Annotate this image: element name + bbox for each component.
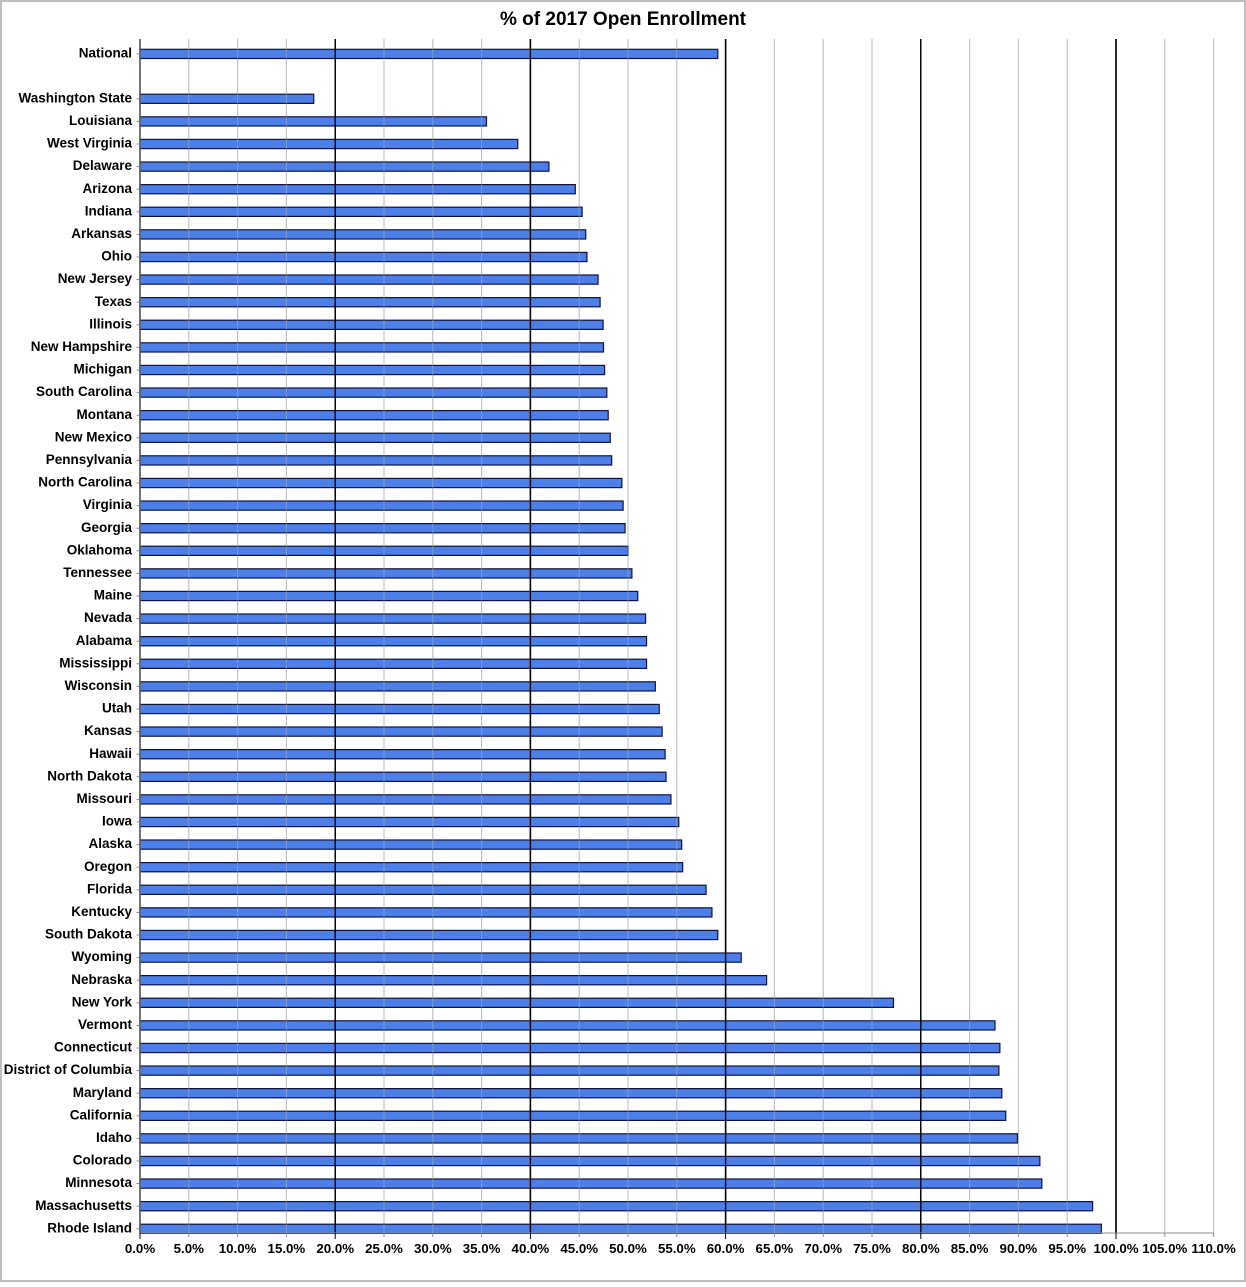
svg-text:55.0%: 55.0% (658, 1241, 696, 1256)
svg-text:Michigan: Michigan (73, 362, 132, 377)
svg-text:100.0%: 100.0% (1093, 1241, 1138, 1256)
svg-text:110.0%: 110.0% (1191, 1241, 1236, 1256)
svg-text:New Mexico: New Mexico (55, 429, 132, 444)
svg-text:Wisconsin: Wisconsin (65, 678, 132, 693)
svg-text:New York: New York (72, 994, 133, 1009)
svg-text:District of Columbia: District of Columbia (4, 1062, 133, 1077)
svg-text:10.0%: 10.0% (219, 1241, 257, 1256)
svg-text:Minnesota: Minnesota (65, 1175, 132, 1190)
svg-text:South Carolina: South Carolina (36, 384, 132, 399)
svg-text:20.0%: 20.0% (316, 1241, 354, 1256)
svg-text:0.0%: 0.0% (125, 1241, 155, 1256)
svg-text:Massachusetts: Massachusetts (35, 1198, 132, 1213)
svg-text:Missouri: Missouri (76, 791, 132, 806)
svg-text:Connecticut: Connecticut (54, 1040, 133, 1055)
svg-text:80.0%: 80.0% (902, 1241, 940, 1256)
svg-text:National: National (79, 45, 132, 60)
svg-text:85.0%: 85.0% (951, 1241, 989, 1256)
svg-text:North Carolina: North Carolina (38, 475, 132, 490)
svg-text:Oklahoma: Oklahoma (67, 542, 133, 557)
svg-text:Kentucky: Kentucky (71, 904, 132, 919)
svg-text:Pennsylvania: Pennsylvania (46, 452, 133, 467)
svg-text:Montana: Montana (77, 407, 133, 422)
svg-text:75.0%: 75.0% (853, 1241, 891, 1256)
svg-text:Alaska: Alaska (88, 836, 132, 851)
svg-text:Iowa: Iowa (102, 814, 132, 829)
svg-text:Virginia: Virginia (83, 497, 133, 512)
svg-text:New Hampshire: New Hampshire (31, 339, 133, 354)
svg-text:Louisiana: Louisiana (69, 113, 133, 128)
svg-text:Delaware: Delaware (73, 158, 133, 173)
svg-text:Arkansas: Arkansas (71, 226, 132, 241)
svg-text:Hawaii: Hawaii (89, 746, 132, 761)
svg-text:70.0%: 70.0% (804, 1241, 842, 1256)
svg-text:15.0%: 15.0% (268, 1241, 306, 1256)
svg-text:California: California (70, 1107, 133, 1122)
svg-text:Tennessee: Tennessee (63, 565, 132, 580)
svg-text:New Jersey: New Jersey (58, 271, 133, 286)
svg-text:Wyoming: Wyoming (72, 949, 133, 964)
svg-text:25.0%: 25.0% (365, 1241, 403, 1256)
svg-text:Mississippi: Mississippi (59, 655, 132, 670)
svg-text:Arizona: Arizona (82, 181, 132, 196)
svg-text:65.0%: 65.0% (756, 1241, 794, 1256)
svg-text:Utah: Utah (102, 701, 132, 716)
svg-text:50.0%: 50.0% (609, 1241, 647, 1256)
svg-text:Idaho: Idaho (96, 1130, 132, 1145)
svg-text:Indiana: Indiana (85, 203, 133, 218)
svg-text:90.0%: 90.0% (1000, 1241, 1038, 1256)
svg-text:Washington State: Washington State (19, 90, 133, 105)
svg-text:5.0%: 5.0% (174, 1241, 204, 1256)
svg-text:West Virginia: West Virginia (47, 136, 133, 151)
svg-text:Illinois: Illinois (89, 316, 132, 331)
svg-text:Florida: Florida (87, 881, 132, 896)
svg-text:Vermont: Vermont (78, 1017, 133, 1032)
svg-text:Rhode Island: Rhode Island (47, 1220, 132, 1235)
svg-text:95.0%: 95.0% (1048, 1241, 1086, 1256)
svg-text:Ohio: Ohio (101, 249, 132, 264)
svg-text:South Dakota: South Dakota (45, 927, 132, 942)
svg-text:60.0%: 60.0% (707, 1241, 745, 1256)
svg-text:Alabama: Alabama (76, 633, 133, 648)
svg-text:Colorado: Colorado (73, 1153, 132, 1168)
svg-text:30.0%: 30.0% (414, 1241, 452, 1256)
svg-text:Oregon: Oregon (84, 859, 132, 874)
svg-text:Kansas: Kansas (84, 723, 132, 738)
svg-text:35.0%: 35.0% (463, 1241, 501, 1256)
svg-text:40.0%: 40.0% (512, 1241, 550, 1256)
svg-text:Maine: Maine (94, 588, 133, 603)
svg-text:North Dakota: North Dakota (47, 768, 132, 783)
svg-text:105.0%: 105.0% (1142, 1241, 1187, 1256)
svg-text:Texas: Texas (95, 294, 132, 309)
svg-text:% of 2017 Open Enrollment: % of 2017 Open Enrollment (500, 9, 747, 30)
svg-text:45.0%: 45.0% (560, 1241, 598, 1256)
svg-text:Nebraska: Nebraska (71, 972, 132, 987)
svg-text:Nevada: Nevada (84, 610, 133, 625)
svg-text:Georgia: Georgia (81, 520, 133, 535)
svg-text:Maryland: Maryland (73, 1085, 132, 1100)
